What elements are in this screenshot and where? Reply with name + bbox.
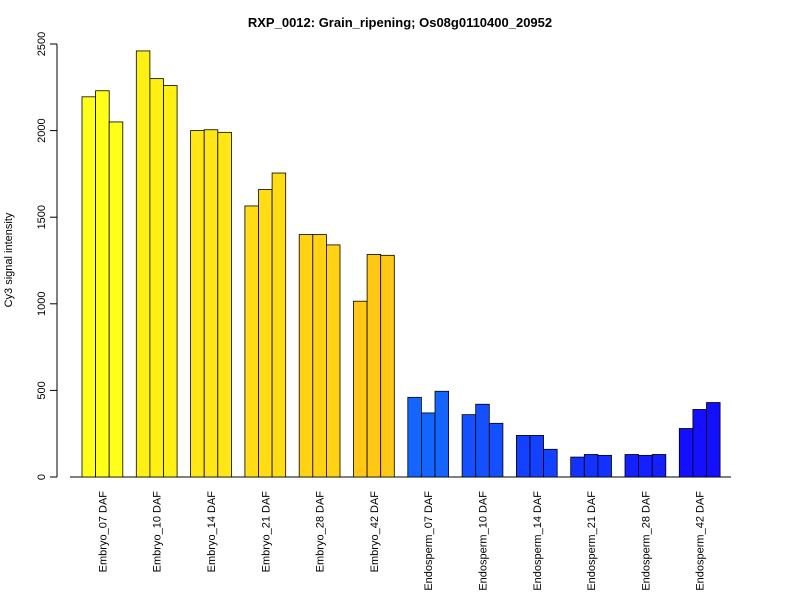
bar <box>461 414 477 478</box>
x-axis-labels: Embryo_07 DAF Embryo_10 DAF Embryo_14 DAF E… <box>97 491 706 591</box>
bar <box>149 78 164 478</box>
bar <box>312 234 327 478</box>
y-tick-label: 1000 <box>36 292 48 316</box>
y-tick-label: 500 <box>36 381 48 399</box>
bar <box>366 254 382 478</box>
bar <box>190 130 205 478</box>
bar <box>706 402 721 478</box>
bar <box>163 85 178 478</box>
bar <box>325 244 341 478</box>
bar <box>380 254 395 478</box>
bar <box>597 454 612 478</box>
x-category-label: Embryo_42 DAF <box>369 491 381 573</box>
x-category-label: Endosperm_07 DAF <box>423 491 435 591</box>
y-axis: 0 500 1000 1500 2000 2500 <box>36 32 731 480</box>
bar <box>298 234 314 478</box>
bar <box>244 205 259 478</box>
y-axis-title: Cy3 signal intensity <box>3 212 15 307</box>
bar <box>420 412 436 478</box>
bar <box>516 435 531 478</box>
bar <box>543 448 558 478</box>
y-tick-label: 2000 <box>36 118 48 142</box>
chart-title: RXP_0012: Grain_ripening; Os08g0110400_2… <box>248 15 552 30</box>
bar <box>108 121 124 478</box>
y-tick-label: 1500 <box>36 205 48 229</box>
bar <box>638 454 653 478</box>
x-category-label: Endosperm_21 DAF <box>586 491 598 591</box>
bar <box>692 409 707 478</box>
x-category-label: Embryo_10 DAF <box>152 491 164 573</box>
y-tick-label: 2500 <box>36 32 48 56</box>
bar <box>475 403 490 478</box>
bar <box>488 422 504 478</box>
bar <box>203 129 219 478</box>
bar <box>81 96 97 478</box>
x-category-label: Endosperm_10 DAF <box>478 491 490 591</box>
bar <box>407 396 422 478</box>
bars-group <box>81 50 721 478</box>
x-category-label: Endosperm_14 DAF <box>532 491 544 591</box>
bar <box>95 90 110 478</box>
bar <box>135 50 151 478</box>
bar <box>570 456 585 478</box>
x-category-label: Embryo_28 DAF <box>315 491 327 573</box>
bar <box>678 428 694 478</box>
x-category-label: Embryo_21 DAF <box>260 491 272 573</box>
x-category-label: Endosperm_42 DAF <box>695 491 707 591</box>
bar <box>624 454 640 478</box>
bar <box>353 300 368 478</box>
bar <box>271 172 287 478</box>
y-tick-label: 0 <box>36 474 48 480</box>
bar <box>583 454 599 478</box>
bar <box>434 390 450 478</box>
x-category-label: Endosperm_28 DAF <box>640 491 652 591</box>
x-category-label: Embryo_14 DAF <box>206 491 218 573</box>
bar <box>529 435 545 478</box>
bar <box>258 189 273 478</box>
bar <box>651 454 667 478</box>
x-category-label: Embryo_07 DAF <box>97 491 109 573</box>
bar <box>217 131 232 478</box>
